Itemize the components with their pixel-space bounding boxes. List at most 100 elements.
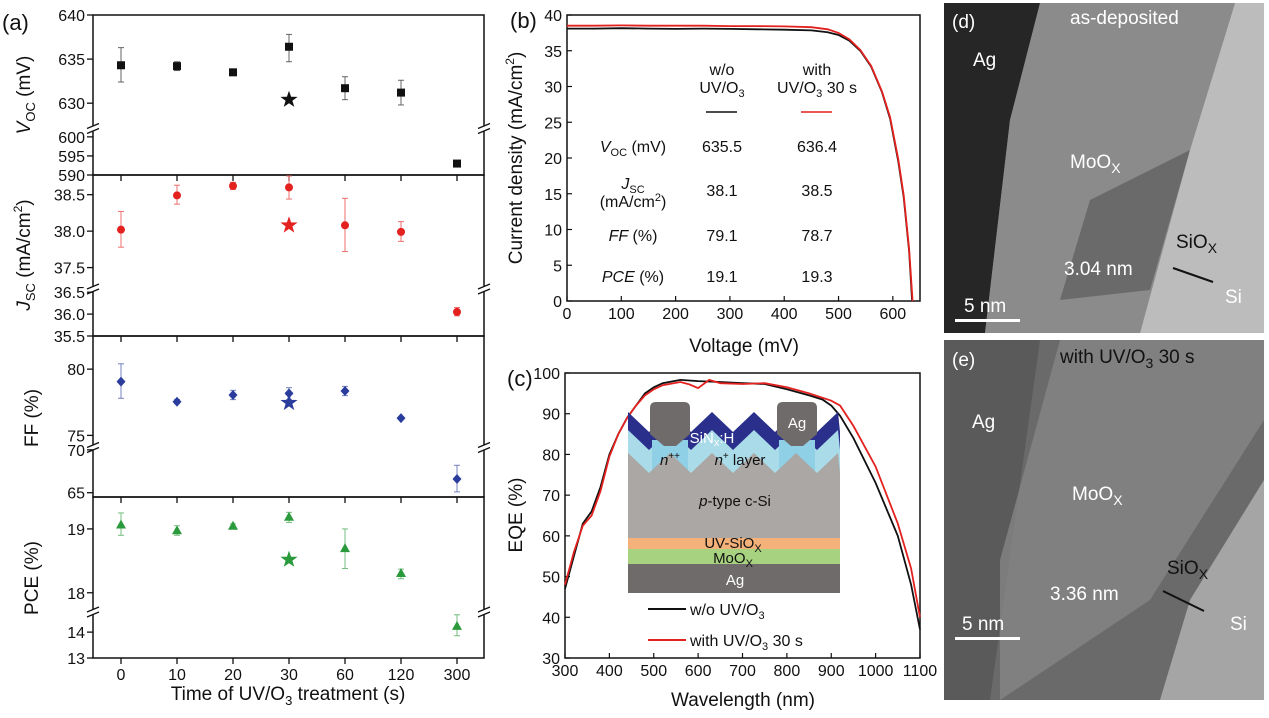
jv-x-axis-label: Voltage (mV) bbox=[689, 336, 799, 357]
ff-axis-label: FF (%) bbox=[22, 389, 43, 447]
inset-label-moox: MoOX bbox=[713, 550, 754, 570]
subplot-jsc: 37.5 38.0 38.5 35.5 36.0 36.5 bbox=[54, 174, 491, 346]
table-header-with-line1: with bbox=[802, 62, 831, 79]
y-tick-label: 70 bbox=[542, 488, 560, 505]
y-tick-label: 13 bbox=[67, 651, 85, 668]
axis-break-gap bbox=[87, 609, 99, 615]
y-tick-label: 36.5 bbox=[54, 285, 85, 302]
y-tick-label: 40 bbox=[542, 610, 560, 627]
tem-d-si: Si bbox=[1225, 287, 1242, 308]
data-point bbox=[341, 221, 349, 230]
y-tick-label: 38.0 bbox=[54, 224, 85, 241]
tem-d-siox: SiOX bbox=[1176, 232, 1218, 256]
data-point bbox=[341, 84, 349, 93]
x-tick-label: 60 bbox=[336, 667, 354, 684]
x-tick-label: 300 bbox=[552, 663, 579, 680]
inset-ag-finger bbox=[650, 402, 690, 446]
subplot-ff: 75 80 65 70 bbox=[67, 335, 491, 503]
y-tick-label: 600 bbox=[58, 130, 85, 147]
axis-break-icon bbox=[477, 283, 491, 290]
series-lines bbox=[564, 378, 921, 630]
data-point bbox=[228, 389, 238, 400]
y-tick-label: 630 bbox=[58, 96, 85, 113]
tem-e-si: Si bbox=[1230, 614, 1247, 635]
device-inset-labels: SiNx:H Ag n++ n+ layer p-type c-Si UV-Si… bbox=[660, 415, 806, 589]
series-line-wo-uvo3 bbox=[567, 27, 913, 302]
x-tick-label: 120 bbox=[388, 667, 415, 684]
inset-label-n-layer: n+ layer bbox=[715, 451, 766, 469]
tem-d-scale-bar bbox=[955, 319, 1020, 322]
ff-wo-value: 79.1 bbox=[706, 228, 737, 245]
axis-break-gap bbox=[87, 125, 99, 132]
x-tick-label: 300 bbox=[444, 667, 471, 684]
y-tick-label: 65 bbox=[67, 486, 85, 503]
eqe-plot: 300 400 500 600 700 800 900 1000 1100 30 40 50 60 70 8… bbox=[533, 366, 937, 680]
x-tick-label: 1100 bbox=[903, 663, 938, 680]
tem-e-ag-region bbox=[944, 340, 1040, 700]
series-line-with-uvo3 bbox=[564, 378, 921, 618]
tem-e-label: (e) bbox=[952, 350, 975, 371]
row-label-ff: FF (%) bbox=[609, 228, 658, 245]
jsc-axis-label: JSC (mA/cm2) bbox=[11, 199, 38, 311]
axis-break-icon bbox=[86, 127, 100, 135]
jv-y-axis-label: Current density (mA/cm2) bbox=[503, 52, 527, 265]
data-point bbox=[116, 376, 126, 387]
inset-ag-back-contact bbox=[628, 564, 840, 593]
y-tick-label: 70 bbox=[67, 443, 85, 460]
y-tick-label: 80 bbox=[67, 362, 85, 379]
eqe-legend: w/o UV/O3 with UV/O3 30 s bbox=[648, 602, 803, 653]
subplot-voc: 630 635 640 590 595 600 bbox=[58, 8, 491, 185]
y-tick-label: 30 bbox=[542, 651, 560, 668]
row-label-voc: VOC (mV) bbox=[600, 139, 666, 159]
inset-label-csi: p-type c-Si bbox=[698, 493, 771, 510]
x-tick-label: 1000 bbox=[858, 663, 894, 680]
x-tick-label: 800 bbox=[774, 663, 801, 680]
device-structure-inset bbox=[628, 402, 840, 593]
tem-d-ag: Ag bbox=[973, 50, 996, 71]
y-tick-label: 40 bbox=[544, 8, 562, 25]
data-point bbox=[453, 159, 461, 168]
subplot-pce: 18 19 13 14 bbox=[67, 496, 491, 668]
data-point bbox=[117, 225, 125, 234]
jsc-with-value: 38.5 bbox=[801, 183, 832, 200]
x-tick-label: 500 bbox=[825, 306, 852, 323]
data-point bbox=[396, 567, 406, 577]
axis-break-icon bbox=[86, 288, 100, 295]
jv-parameter-table: w/o UV/O3 with UV/O3 30 s VOC (mV) 635.5… bbox=[600, 62, 857, 286]
data-point bbox=[340, 543, 350, 553]
legend-label-wo: w/o UV/O3 bbox=[689, 602, 765, 622]
pce-wo-value: 19.1 bbox=[706, 269, 737, 286]
inset-csi-layer bbox=[628, 453, 840, 538]
x-tick-label: 500 bbox=[640, 663, 667, 680]
inset-label-npp: n++ bbox=[660, 451, 680, 469]
panel-a-x-axis-label: Time of UV/O3 treatment (s) bbox=[171, 684, 406, 708]
tem-e-thickness-marker bbox=[1162, 590, 1205, 612]
y-tick-label: 635 bbox=[58, 52, 85, 69]
axis-break-gap bbox=[478, 125, 490, 132]
inset-label-siox: UV-SiOX bbox=[704, 535, 762, 555]
tem-d-label: (d) bbox=[952, 12, 975, 33]
star-data-point bbox=[280, 216, 298, 233]
jsc-wo-value: 38.1 bbox=[706, 183, 737, 200]
pce-with-value: 19.3 bbox=[801, 269, 832, 286]
x-tick-label: 600 bbox=[685, 663, 712, 680]
tem-e-thickness: 3.36 nm bbox=[1050, 584, 1119, 605]
panel-a-plots: 63063564059059560037.538.038.535.536.036… bbox=[54, 8, 491, 684]
axis-break-icon bbox=[477, 441, 491, 449]
table-header-wo-line1: w/o bbox=[709, 62, 735, 79]
row-label-jsc-unit: (mA/cm2) bbox=[600, 192, 667, 211]
row-label-jsc: JSC bbox=[620, 176, 644, 196]
y-tick-label: 75 bbox=[67, 428, 85, 445]
star-data-point bbox=[280, 90, 298, 107]
y-tick-label: 0 bbox=[553, 294, 562, 311]
inset-moox-layer bbox=[628, 549, 840, 564]
axis-break-icon bbox=[86, 441, 100, 449]
row-label-pce: PCE (%) bbox=[602, 269, 664, 286]
axis-break-icon bbox=[477, 288, 491, 295]
inset-siox-layer bbox=[628, 538, 840, 549]
panel-b-label: (b) bbox=[510, 8, 537, 33]
data-point bbox=[397, 227, 405, 236]
data-point bbox=[452, 474, 462, 484]
axis-break-icon bbox=[477, 611, 491, 618]
panel-a-label: (a) bbox=[2, 10, 29, 35]
